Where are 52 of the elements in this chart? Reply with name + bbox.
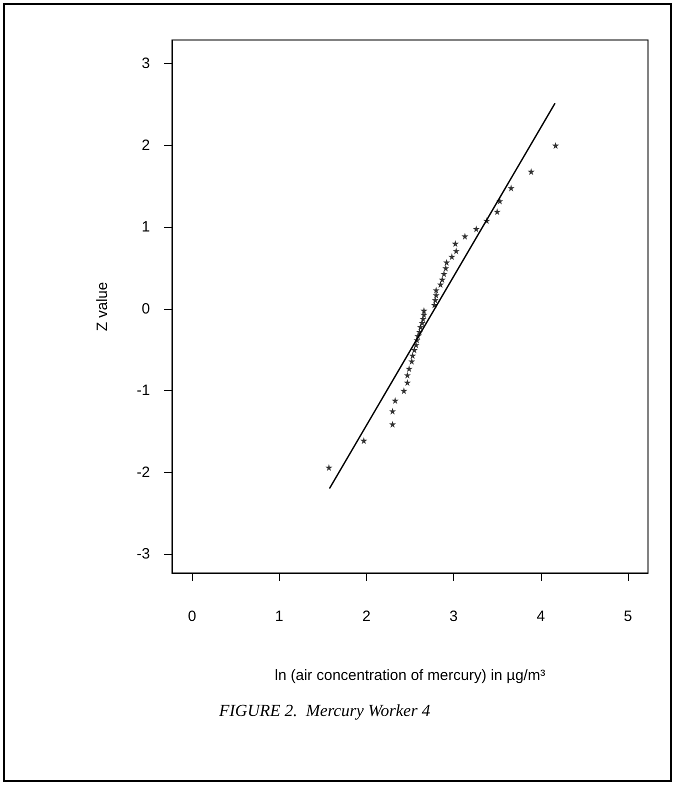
point bbox=[400, 387, 408, 394]
point bbox=[412, 341, 420, 348]
y-axis-title: Z value bbox=[94, 282, 111, 332]
point bbox=[472, 225, 480, 232]
point bbox=[461, 232, 468, 240]
point bbox=[406, 365, 413, 372]
y-tick-label: 0 bbox=[142, 300, 150, 318]
point bbox=[438, 276, 446, 284]
point bbox=[408, 358, 416, 365]
point bbox=[443, 258, 450, 266]
point bbox=[452, 240, 459, 248]
point bbox=[442, 264, 450, 272]
point bbox=[392, 397, 399, 404]
y-tick-label: -2 bbox=[136, 464, 150, 481]
point bbox=[360, 437, 368, 444]
point bbox=[416, 323, 424, 330]
x-tick-label: 2 bbox=[362, 608, 371, 625]
point bbox=[528, 168, 535, 176]
point bbox=[420, 307, 428, 314]
x-axis-title: ln (air concentration of mercury) in µg/m³ bbox=[274, 667, 546, 684]
y-tick-label: 2 bbox=[142, 136, 150, 154]
point bbox=[325, 464, 332, 472]
point bbox=[418, 319, 426, 326]
point bbox=[420, 311, 428, 318]
point bbox=[552, 142, 560, 149]
point bbox=[432, 292, 440, 299]
point bbox=[440, 270, 448, 278]
point bbox=[494, 208, 501, 216]
caption: FIGURE 2. Mercury Worker 4 bbox=[218, 701, 431, 720]
point bbox=[437, 280, 444, 288]
y-tick-label: 1 bbox=[142, 218, 150, 236]
point bbox=[410, 346, 418, 354]
y-tick-label: -3 bbox=[136, 546, 150, 563]
point bbox=[496, 198, 504, 205]
point bbox=[432, 286, 440, 294]
point bbox=[420, 315, 427, 322]
x-tick-label: 0 bbox=[188, 608, 196, 625]
point bbox=[432, 296, 439, 304]
x-tick-label: 5 bbox=[624, 608, 632, 625]
y-tick-label: -1 bbox=[136, 382, 150, 400]
point bbox=[448, 253, 456, 260]
x-tick-label: 4 bbox=[536, 608, 545, 625]
x-tick-label: 3 bbox=[449, 608, 458, 625]
point bbox=[508, 184, 515, 192]
point bbox=[404, 379, 411, 386]
point bbox=[409, 352, 416, 360]
y-tick-label: 3 bbox=[142, 55, 150, 72]
x-tick-label: 1 bbox=[275, 608, 284, 625]
point bbox=[389, 420, 396, 428]
point bbox=[389, 408, 396, 415]
point bbox=[452, 247, 460, 254]
point bbox=[404, 372, 411, 379]
